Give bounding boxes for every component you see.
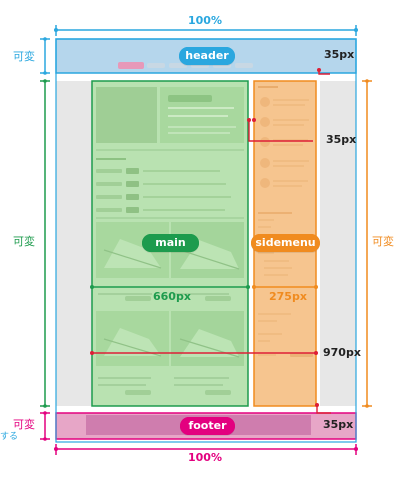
main-card-image-2-line xyxy=(179,249,240,270)
bottom-width-label: 100% xyxy=(188,451,222,464)
right-sidemenu-top-dot xyxy=(365,79,369,83)
header-nav-item-5 xyxy=(235,63,253,68)
main-card-image-1-line xyxy=(103,249,162,269)
footer-height-label: 35px xyxy=(323,418,354,431)
sidemenu-thumb-4 xyxy=(260,158,270,168)
header-label: header xyxy=(179,47,235,65)
left-header-bottom-dot xyxy=(43,71,47,75)
top-width-label: 100% xyxy=(188,14,222,27)
main-news-date-4 xyxy=(96,208,122,212)
main-news-date-2 xyxy=(96,182,122,186)
sidemenu-height-label: 35px xyxy=(326,133,357,146)
footer-label: footer xyxy=(180,417,235,435)
main-width-left-dot xyxy=(90,285,94,289)
sidemenu-height-leader xyxy=(248,120,313,142)
left-main-bottom-dot xyxy=(43,404,47,408)
right-gutter xyxy=(320,81,356,406)
bottom-width-left-dot xyxy=(54,447,58,451)
main-card-button-1 xyxy=(125,296,151,301)
main-label: main xyxy=(142,234,199,252)
header-height-label: 35px xyxy=(324,48,355,61)
header-nav-active xyxy=(118,62,144,69)
header-height-leader-dot xyxy=(317,68,321,72)
sidemenu-height-leader-dot-2 xyxy=(252,118,256,122)
total-width-label: 970px xyxy=(323,346,361,359)
header-nav-item-2 xyxy=(169,63,187,68)
left-main-top-dot xyxy=(43,79,47,83)
left-variable-main-label: 可変 xyxy=(13,235,35,248)
main-news-badge-4 xyxy=(126,207,139,213)
left-gutter xyxy=(56,81,92,406)
main-width-right-dot xyxy=(246,285,250,289)
left-variable-header-label: 可変 xyxy=(13,50,35,63)
sidemenu-label: sidemenu xyxy=(251,234,320,252)
main-news-badge-3 xyxy=(126,194,139,200)
top-width-left-dot xyxy=(54,28,58,32)
side-width-right-dot xyxy=(314,285,318,289)
main-width-label: 660px xyxy=(153,290,191,303)
left-variable-footer-label: 可変 xyxy=(13,418,35,431)
top-width-right-dot xyxy=(354,28,358,32)
footer-height-leader xyxy=(316,405,331,414)
total-width-right-dot xyxy=(314,351,318,355)
left-footer-bottom-dot xyxy=(43,437,47,441)
main-news-badge-1 xyxy=(126,168,139,174)
sidemenu-thumb-1 xyxy=(260,97,270,107)
bottom-width-right-dot xyxy=(354,447,358,451)
main-news-date-1 xyxy=(96,169,122,173)
main-hero-tag xyxy=(168,95,212,102)
sidemenu-thumb-5 xyxy=(260,178,270,188)
page-outline xyxy=(55,38,357,443)
sidemenu-height-leader-dot-1 xyxy=(247,118,251,122)
main-hero-image xyxy=(96,87,157,143)
main-news-badge-2 xyxy=(126,181,139,187)
total-width-left-dot xyxy=(90,351,94,355)
sidemenu-width-label: 275px xyxy=(269,290,307,303)
main-card-image-4-line xyxy=(179,338,240,358)
sidemenu-thumb-2 xyxy=(260,117,270,127)
cutoff-text: する xyxy=(0,432,19,442)
main-card-button-2 xyxy=(205,296,231,301)
sidemenu-thumb-3 xyxy=(260,137,270,147)
sidemenu-banner xyxy=(290,353,313,357)
main-news-date-3 xyxy=(96,195,122,199)
side-width-left-dot xyxy=(252,285,256,289)
main-card-image-3-shape xyxy=(104,328,161,356)
left-footer-top-dot xyxy=(43,411,47,415)
left-header-top-dot xyxy=(43,37,47,41)
right-sidemenu-bottom-dot xyxy=(365,404,369,408)
main-card-image-4-shape xyxy=(180,329,239,357)
main-card-button-3 xyxy=(125,390,151,395)
main-card-image-1-shape xyxy=(104,239,161,268)
right-variable-label: 可変 xyxy=(372,235,394,248)
main-card-button-4 xyxy=(205,390,231,395)
footer-height-leader-dot xyxy=(315,403,319,407)
header-nav-item-1 xyxy=(147,63,165,68)
